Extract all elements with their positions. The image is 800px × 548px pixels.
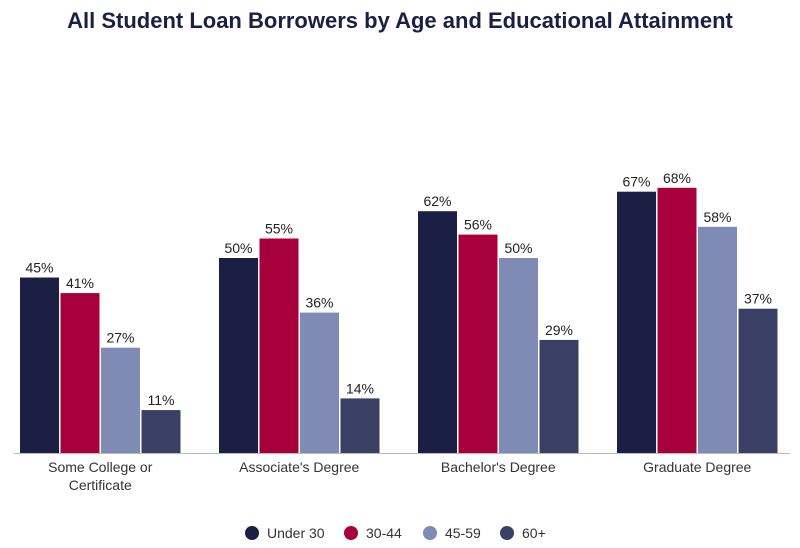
bar-value-label: 68%	[663, 170, 691, 186]
bar-value-label: 55%	[265, 221, 293, 237]
bar-value-label: 58%	[703, 209, 731, 225]
bar	[458, 234, 498, 453]
bar	[418, 211, 457, 453]
bar-value-label: 27%	[106, 330, 134, 346]
bar	[219, 258, 258, 453]
bar-value-label: 50%	[224, 240, 252, 256]
legend-label: 60+	[522, 525, 546, 541]
bar	[698, 226, 737, 453]
category-label: Graduate Degree	[643, 459, 751, 475]
bar	[60, 293, 100, 453]
bar	[738, 308, 778, 453]
legend: Under 30 30-44 45-59 60+	[245, 525, 546, 541]
bar-value-label: 37%	[744, 291, 772, 307]
category-label: Some College or Certificate	[48, 459, 153, 493]
bar-value-label: 36%	[305, 295, 333, 311]
chart-title: All Student Loan Borrowers by Age and Ed…	[67, 8, 733, 33]
legend-marker	[245, 526, 259, 540]
bar-value-label: 62%	[423, 193, 451, 209]
legend-marker	[500, 526, 514, 540]
bar-value-label: 67%	[622, 174, 650, 190]
bar-value-label: 11%	[148, 392, 175, 408]
bar-value-label: 29%	[545, 322, 573, 338]
bar	[259, 238, 299, 453]
bar-value-label: 56%	[464, 217, 492, 233]
bar	[499, 258, 538, 453]
legend-label: 45-59	[445, 525, 481, 541]
bar-value-label: 45%	[25, 260, 53, 276]
bar	[20, 277, 59, 453]
legend-marker	[423, 526, 437, 540]
bar	[101, 347, 140, 453]
legend-label: Under 30	[267, 525, 325, 541]
bar-value-label: 50%	[504, 240, 532, 256]
category-label: Bachelor's Degree	[441, 459, 556, 475]
bars-group: 45% 41% 27% 11% 50% 55% 36% 14% 62% 56% 50% 29% 67% 6…	[20, 170, 778, 454]
category-label: Associate's Degree	[239, 459, 359, 475]
legend-label: 30-44	[366, 525, 402, 541]
legend-marker	[344, 526, 358, 540]
bar	[657, 187, 697, 454]
bar	[141, 410, 181, 453]
bar	[539, 339, 579, 453]
bar	[340, 398, 380, 453]
bar-value-label: 41%	[66, 275, 94, 291]
bar	[617, 191, 656, 453]
category-labels: Some College or Certificate Associate's De…	[48, 459, 751, 493]
bar	[300, 312, 339, 453]
bar-value-label: 14%	[346, 380, 374, 396]
